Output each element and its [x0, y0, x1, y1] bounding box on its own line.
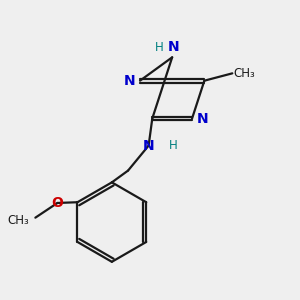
Text: N: N: [124, 74, 136, 88]
Text: CH₃: CH₃: [8, 214, 29, 227]
Text: CH₃: CH₃: [234, 67, 256, 80]
Text: H: H: [154, 41, 163, 54]
Text: O: O: [52, 196, 63, 210]
Text: N: N: [168, 40, 179, 54]
Text: N: N: [143, 139, 154, 153]
Text: H: H: [169, 139, 178, 152]
Text: N: N: [196, 112, 208, 125]
